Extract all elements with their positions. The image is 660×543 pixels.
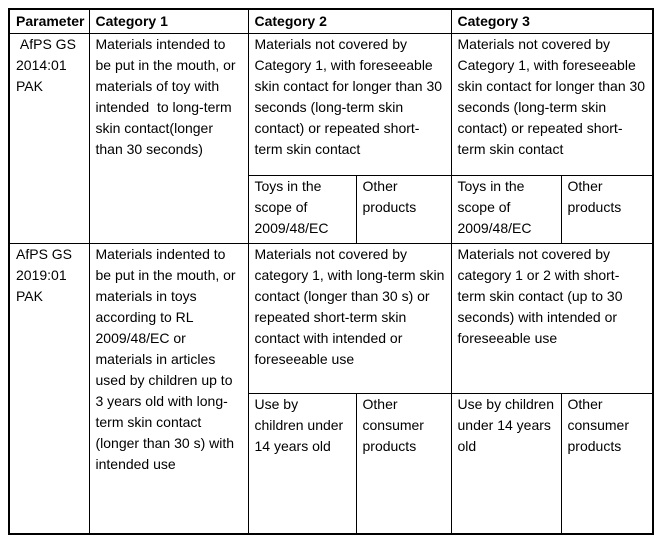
- standards-comparison-table: Parameter Category 1 Category 2 Category…: [8, 8, 655, 535]
- header-cell-category-1: Category 1: [88, 8, 249, 34]
- category3-sub-children-afps-2019: Use by children under 14 years old: [450, 393, 562, 534]
- category2-sub-toys-afps-2014: Toys in the scope of 2009/48/EC: [247, 175, 357, 244]
- category3-main-cell-afps-2019: Materials not covered by category 1 or 2…: [450, 243, 654, 394]
- header-row: Parameter Category 1 Category 2 Category…: [8, 8, 654, 34]
- header-cell-parameter: Parameter: [8, 8, 90, 34]
- category2-main-cell-afps-2014: Materials not covered by Category 1, wit…: [247, 33, 452, 176]
- category3-main-cell-afps-2014: Materials not covered by Category 1, wit…: [450, 33, 654, 176]
- row-afps-2019-main: AfPS GS 2019:01 PAK Materials indented t…: [8, 243, 654, 534]
- category3-sub-toys-afps-2014: Toys in the scope of 2009/48/EC: [450, 175, 562, 244]
- parameter-cell-afps-2014: AfPS GS 2014:01 PAK: [8, 33, 90, 244]
- category2-sub-children-afps-2019: Use by children under 14 years old: [247, 393, 357, 534]
- category1-cell-afps-2014: Materials intended to be put in the mout…: [88, 33, 249, 244]
- parameter-cell-afps-2019: AfPS GS 2019:01 PAK: [8, 243, 90, 534]
- category2-sub-other-afps-2019: Other consumer products: [355, 393, 452, 534]
- category3-sub-other-afps-2019: Other consumer products: [560, 393, 654, 534]
- row-afps-2014-main: AfPS GS 2014:01 PAK Materials intended t…: [8, 33, 654, 244]
- category3-sub-other-afps-2014: Other products: [560, 175, 654, 244]
- header-cell-category-2: Category 2: [247, 8, 452, 34]
- header-cell-category-3: Category 3: [450, 8, 654, 34]
- category2-sub-other-afps-2014: Other products: [355, 175, 452, 244]
- row-afps-2019-subcells: Use by children under 14 years old Other…: [9, 393, 654, 534]
- category2-main-cell-afps-2019: Materials not covered by category 1, wit…: [247, 243, 452, 394]
- category1-cell-afps-2019: Materials indented to be put in the mout…: [88, 243, 249, 534]
